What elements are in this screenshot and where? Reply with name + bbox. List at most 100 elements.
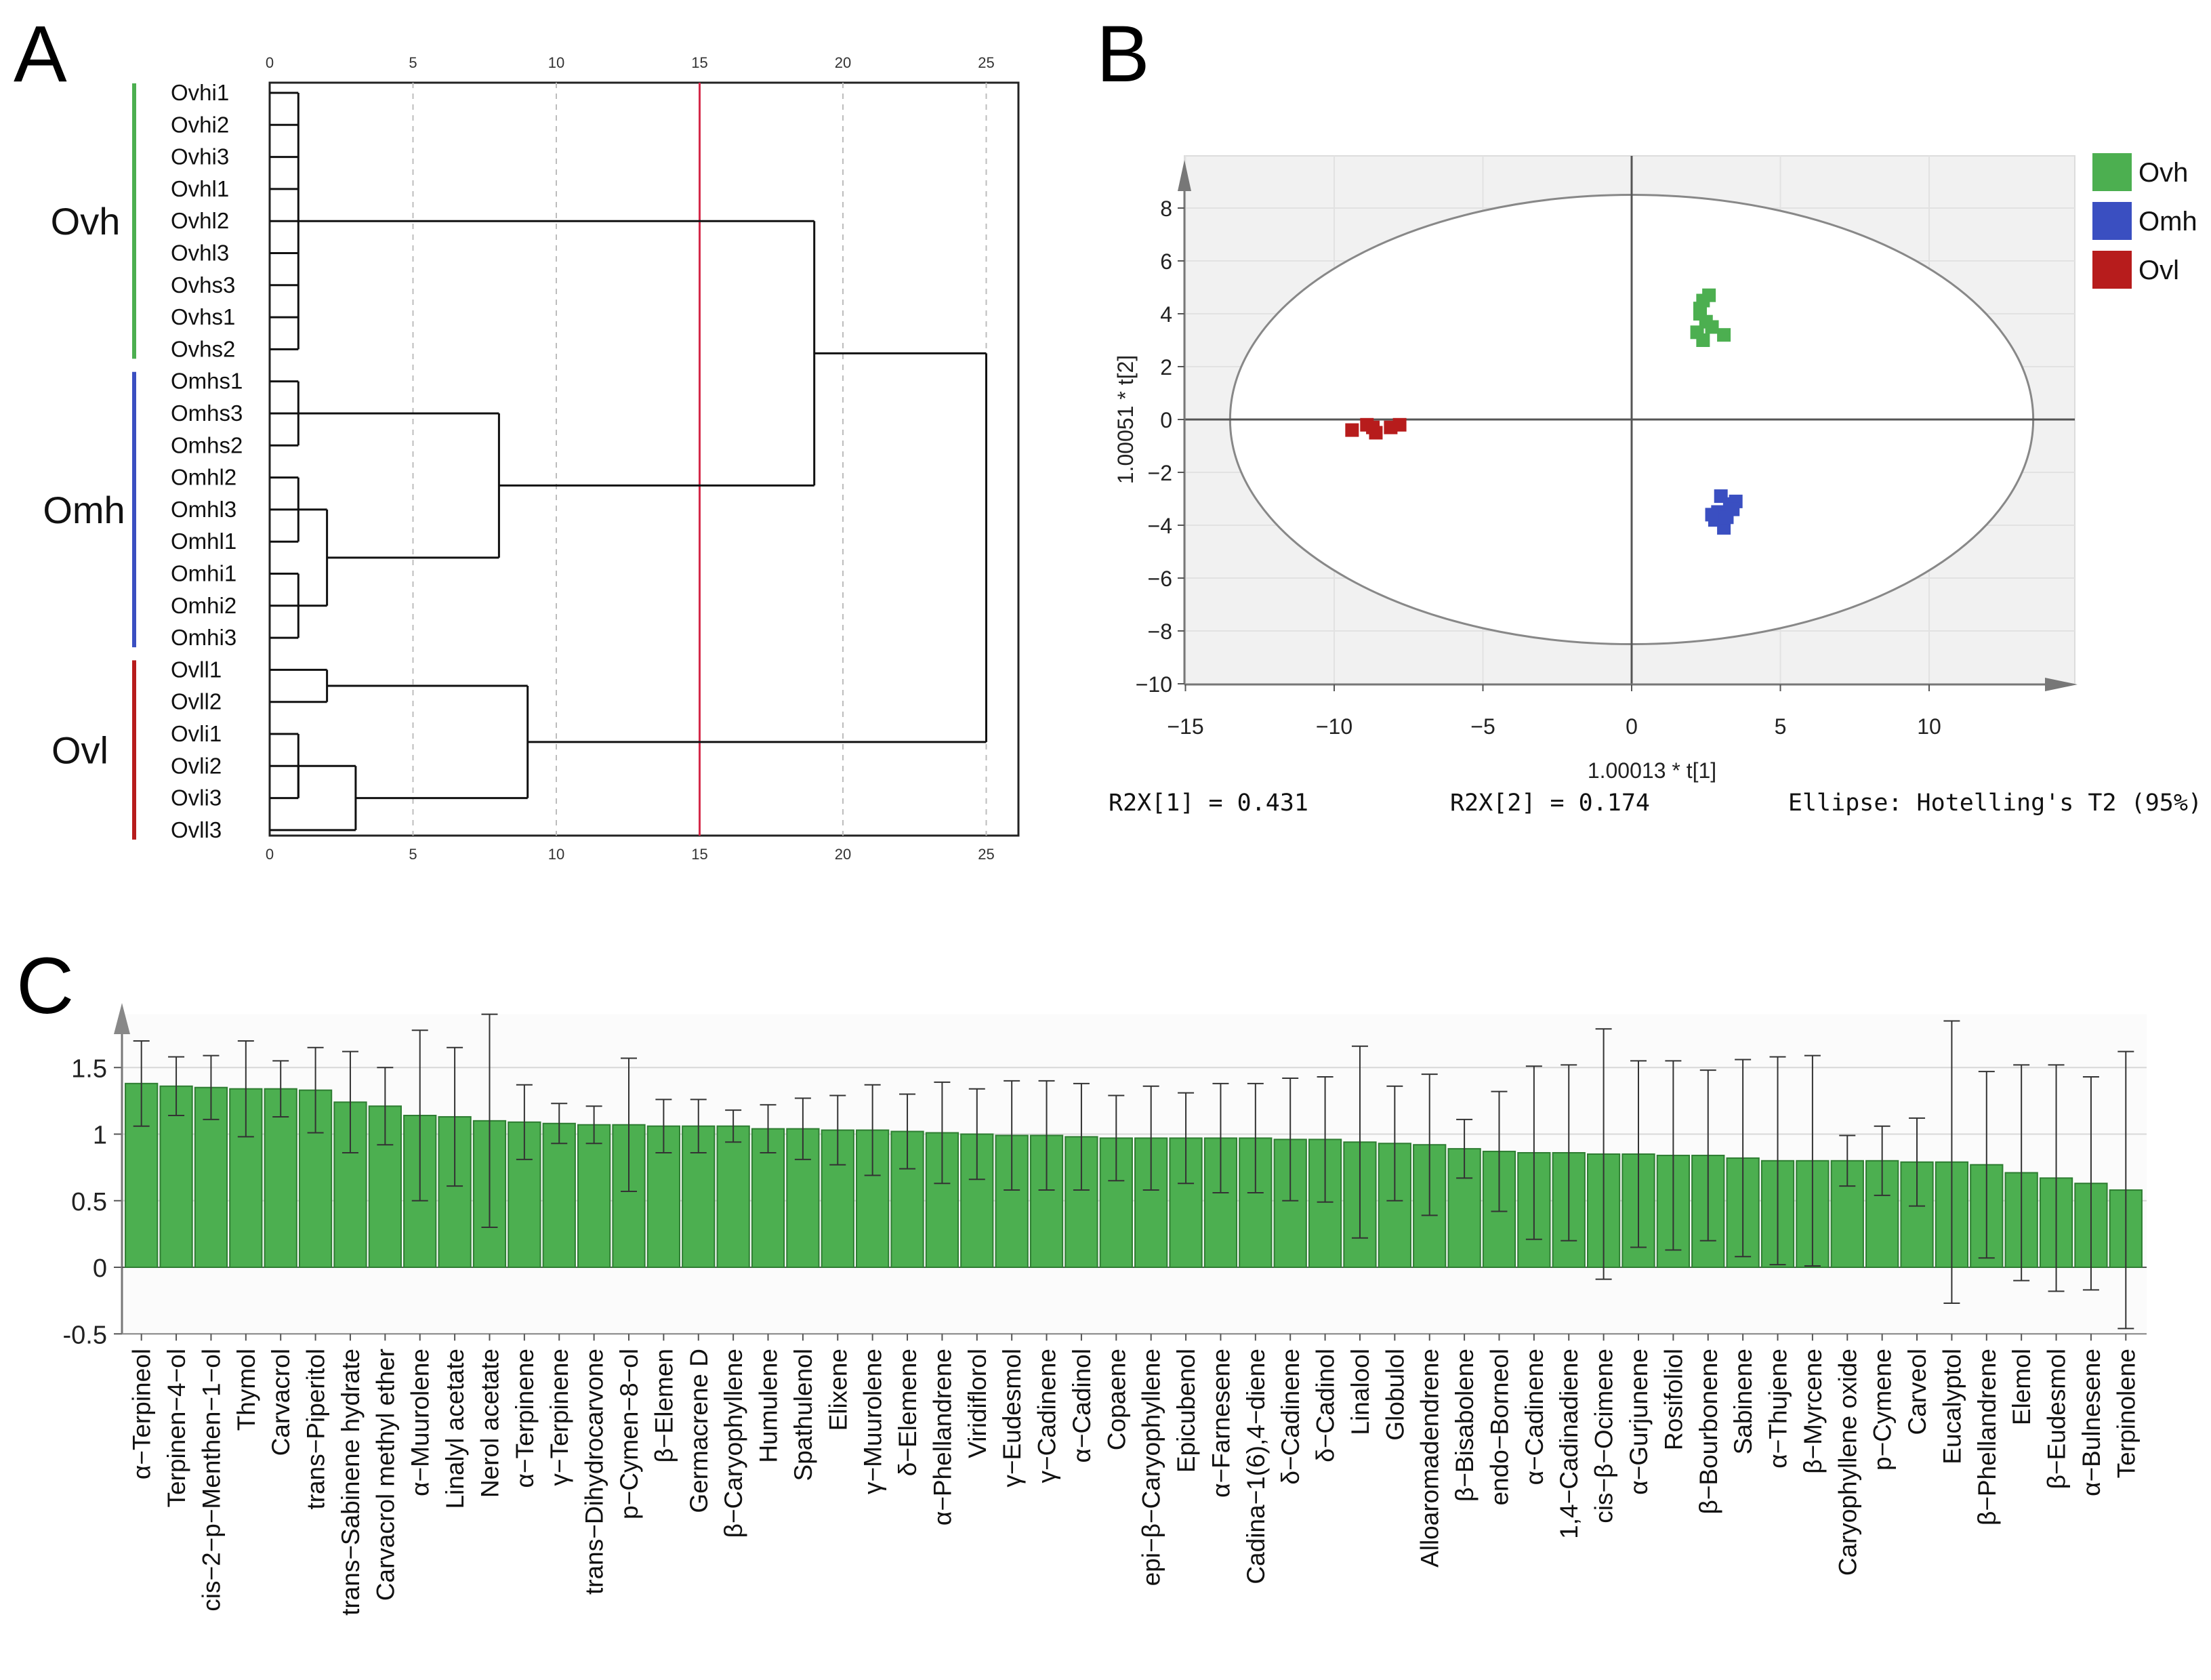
category-label: α−Terpinene <box>511 1349 539 1488</box>
panel-c-vip-bar-chart: -0.5 0 0.5 1 1.5 α−Terpineol Terpinen−4−ol cis−… <box>63 1003 2147 1616</box>
x-tick-label: 0 <box>1626 714 1638 739</box>
axis-tick-label-bottom: 15 <box>691 846 707 863</box>
score-point <box>1366 420 1380 434</box>
score-point <box>1717 520 1731 535</box>
vip-bar <box>716 1125 750 1268</box>
category-label: Eucalyptol <box>1938 1349 1966 1464</box>
category-label: p−Cymene <box>1869 1349 1897 1471</box>
category-label: α−Muurolene <box>407 1349 434 1496</box>
ellipse-note: Ellipse: Hotelling's T2 (95%) <box>1788 790 2202 817</box>
category-label: Elixene <box>824 1349 852 1431</box>
axis-tick-label-top: 15 <box>691 54 707 71</box>
legend-swatch <box>2092 202 2132 240</box>
category-label: δ−Elemene <box>894 1349 922 1476</box>
category-label: α−Cadinol <box>1068 1349 1096 1462</box>
y-tick-label: -0.5 <box>63 1321 107 1349</box>
category-label: Viridiflorol <box>964 1349 991 1458</box>
score-point <box>1705 508 1719 522</box>
category-label: epi−β−Caryophyllene <box>1138 1349 1165 1586</box>
score-point <box>1705 320 1719 334</box>
category-label: Elemol <box>2008 1349 2036 1425</box>
x-axis-title: 1.00013 * t[1] <box>1588 758 1716 783</box>
leaf-label: Ovhs2 <box>171 336 235 361</box>
group-label: Omh <box>43 489 125 531</box>
leaf-label: Omhi2 <box>171 593 236 618</box>
category-label: α−Phellandrene <box>928 1349 956 1525</box>
category-label: Linalyl acetate <box>441 1349 469 1509</box>
legend-label: Omh <box>2138 207 2197 237</box>
legend-label: Ovh <box>2138 158 2188 188</box>
leaf-label: Omhs3 <box>171 401 243 426</box>
score-point <box>1726 502 1740 516</box>
category-label: α−Thujene <box>1764 1349 1792 1469</box>
leaf-label: Omhs1 <box>171 369 243 394</box>
category-label: Humulene <box>755 1349 783 1463</box>
category-label: δ−Cadinol <box>1312 1349 1340 1462</box>
category-label: γ−Cadinene <box>1033 1349 1061 1483</box>
vip-bar <box>125 1082 159 1268</box>
category-label: Carveol <box>1903 1349 1931 1435</box>
score-point <box>1702 288 1716 302</box>
leaf-label: Ovhi1 <box>171 80 229 105</box>
category-label: p−Cymen−8−ol <box>615 1349 643 1519</box>
y-tick-label: −4 <box>1148 514 1172 538</box>
axis-tick-label-bottom: 10 <box>548 846 564 863</box>
category-label: Spathulenol <box>789 1349 817 1481</box>
y-axis-arrow <box>1178 160 1191 191</box>
category-label: Rosifoliol <box>1659 1349 1687 1450</box>
category-label: Caryophyllene oxide <box>1834 1349 1861 1576</box>
leaf-label: Ovhi3 <box>171 144 229 169</box>
axis-tick-label-bottom: 25 <box>978 846 994 863</box>
vip-bar <box>438 1115 472 1268</box>
legend-swatch <box>2092 251 2132 289</box>
category-label: Cadina−1(6),4−diene <box>1242 1349 1270 1584</box>
category-label: Nerol acetate <box>476 1349 503 1498</box>
axis-tick-label-top: 10 <box>548 54 564 71</box>
x-axis-arrow <box>2045 678 2078 691</box>
leaf-label: Ovhl1 <box>171 176 229 201</box>
category-label: γ−Terpinene <box>545 1349 573 1486</box>
y-tick-label: −8 <box>1148 619 1172 644</box>
category-label: Germacrene D <box>685 1349 713 1513</box>
category-label: Copaene <box>1102 1349 1130 1450</box>
category-label: Alloaromadendrene <box>1416 1349 1444 1568</box>
y-tick-label: 1 <box>93 1122 107 1150</box>
category-label: β−Phellandrene <box>1973 1349 2001 1525</box>
category-label: Carvacrol <box>267 1349 295 1456</box>
category-label: Linalool <box>1346 1349 1374 1435</box>
category-label: Thymol <box>232 1349 260 1431</box>
score-point <box>1696 333 1710 347</box>
y-tick-label: 4 <box>1160 302 1172 327</box>
y-tick-label: 6 <box>1160 249 1172 274</box>
axis-tick-label-bottom: 5 <box>409 846 417 863</box>
axis-tick-label-top: 0 <box>266 54 274 71</box>
category-label: γ−Eudesmol <box>998 1349 1026 1488</box>
plot-frame <box>268 81 1020 837</box>
x-tick-label: 10 <box>1917 714 1941 739</box>
category-label: endo−Borneol <box>1485 1349 1513 1505</box>
category-label: trans−Sabinene hydrate <box>337 1349 365 1616</box>
category-label: γ−Muurolene <box>859 1349 887 1494</box>
leaf-label: Ovli3 <box>171 785 222 811</box>
leaf-label: Ovll3 <box>171 817 222 842</box>
score-point <box>1392 417 1407 432</box>
group-label: Ovh <box>51 200 121 243</box>
vip-bar <box>577 1124 611 1268</box>
y-tick-label: −2 <box>1148 461 1172 485</box>
y-tick-label: 8 <box>1160 197 1172 221</box>
panel-label-b: B <box>1096 9 1150 99</box>
x-tick-label: −5 <box>1470 714 1495 739</box>
category-label: trans−Piperitol <box>302 1349 330 1510</box>
category-label: α−Cadinene <box>1521 1349 1548 1485</box>
leaf-label: Ovhs3 <box>171 272 235 298</box>
legend-swatch <box>2092 153 2132 191</box>
panel-label-c: C <box>16 941 74 1031</box>
panel-b-score-plot: −10 −8 −6 −4 −2 0 2 4 6 8 −15 −10 −5 0 5 10 1.00013 * t[… <box>1109 153 2202 817</box>
group-label: Ovl <box>51 729 108 772</box>
vip-bar <box>333 1101 367 1268</box>
category-label: δ−Cadinene <box>1277 1349 1304 1485</box>
category-label: β−Myrcene <box>1799 1349 1827 1474</box>
category-label: β−Eudesmol <box>2043 1349 2071 1489</box>
y-tick-label: 0.5 <box>71 1188 107 1216</box>
r2x2-text: R2X[2] = 0.174 <box>1450 790 1650 817</box>
